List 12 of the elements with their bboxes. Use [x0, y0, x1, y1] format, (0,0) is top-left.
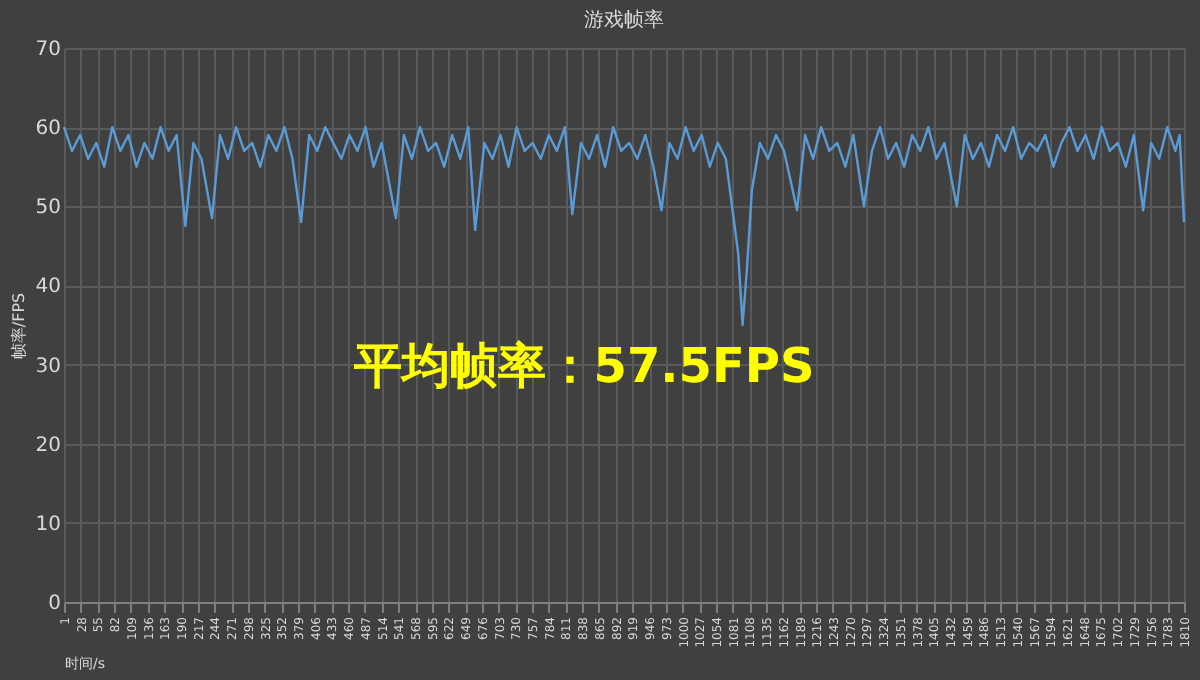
y-tick-label: 10	[35, 513, 61, 536]
y-axis-title: 帧率/FPS	[9, 292, 28, 360]
chart-title: 游戏帧率	[584, 8, 664, 32]
y-tick-label: 70	[35, 39, 61, 61]
y-tick-label: 20	[35, 434, 61, 457]
y-tick-label: 60	[35, 118, 61, 141]
line-series	[62, 125, 1186, 327]
y-tick-label: 40	[35, 276, 61, 299]
y-tick-label: 50	[35, 197, 61, 220]
annotation: 平均帧率：57.5FPS	[351, 338, 815, 394]
y-tick-label: 30	[35, 355, 61, 378]
y-tick-label: 0	[48, 593, 61, 615]
